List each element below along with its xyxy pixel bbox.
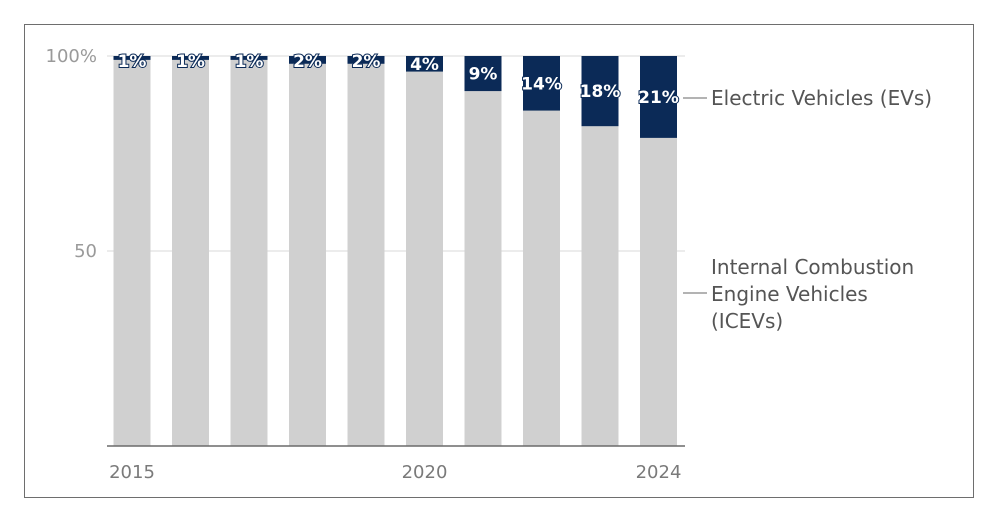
bar-ev: [464, 56, 502, 92]
bar-ev: [406, 56, 443, 72]
data-label-ev: 18%: [580, 82, 621, 102]
bar-ev: [230, 56, 268, 60]
bar-ev: [640, 56, 677, 138]
series-label-ev: Electric Vehicles (EVs): [711, 86, 932, 110]
bar-icev: [464, 91, 502, 446]
bar-ev: [347, 56, 385, 64]
bar-icev: [347, 63, 385, 447]
data-label-ev: 1%: [176, 52, 205, 72]
data-label-ev: 21%: [638, 88, 679, 108]
bar-icev: [523, 110, 560, 446]
series-label-icev: (ICEVs): [711, 309, 783, 333]
bar-icev: [230, 59, 268, 447]
data-label-ev: 14%: [521, 74, 562, 94]
bar-icev: [640, 137, 677, 446]
bar-icev: [406, 71, 443, 446]
bar-ev: [172, 56, 209, 60]
bar-icev: [113, 59, 151, 447]
x-tick-label: 2020: [402, 462, 448, 483]
bar-ev: [581, 56, 619, 127]
data-label-ev: 2%: [352, 52, 381, 72]
data-label-ev: 4%: [410, 55, 439, 75]
x-tick-label: 2015: [109, 462, 155, 483]
bar-ev: [113, 56, 151, 60]
bar-icev: [172, 59, 209, 447]
series-label-icev: Engine Vehicles: [711, 282, 868, 306]
data-label-ev: 2%: [293, 52, 322, 72]
series-label-icev: Internal Combustion: [711, 255, 914, 279]
data-label-ev: 1%: [118, 52, 147, 72]
bar-icev: [289, 63, 326, 447]
y-tick-label: 50: [74, 241, 97, 262]
data-label-ev: 9%: [469, 65, 498, 85]
bar-icev: [581, 126, 619, 446]
bar-ev: [523, 56, 560, 111]
y-tick-label: 100%: [46, 46, 97, 67]
x-tick-label: 2024: [636, 462, 682, 483]
bar-ev: [289, 56, 326, 64]
data-label-ev: 1%: [235, 52, 264, 72]
